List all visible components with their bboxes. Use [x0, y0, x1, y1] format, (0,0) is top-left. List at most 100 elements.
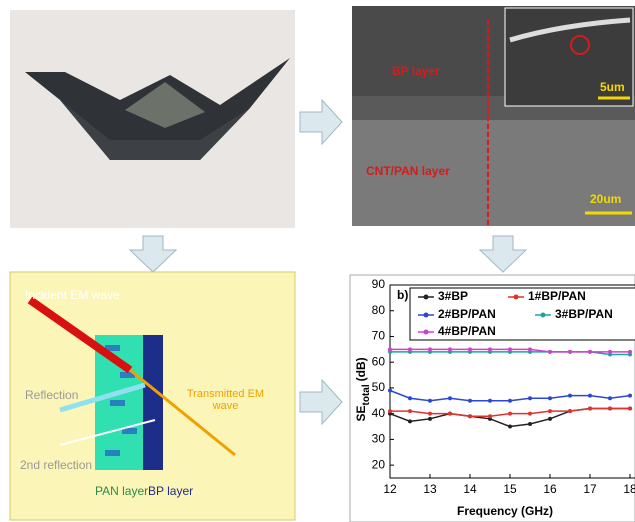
legend-marker — [540, 312, 546, 318]
point — [528, 396, 532, 401]
point — [488, 347, 492, 352]
diagram-label: PAN layer — [95, 484, 148, 498]
y-tick-label: 30 — [372, 432, 386, 446]
point — [408, 347, 412, 352]
scale-label: 20um — [590, 192, 621, 206]
point — [428, 347, 432, 352]
reflected-ray — [59, 382, 146, 413]
x-tick-label: 14 — [463, 482, 477, 496]
plot-area — [389, 284, 635, 479]
diagram-label: 2nd reflection — [20, 458, 92, 472]
diagram-label: Incident EM wave — [25, 288, 120, 302]
point — [568, 393, 572, 398]
x-tick-label: 12 — [383, 482, 397, 496]
chart: 20 30 40 50 60 70 80 90 12 13 14 15 16 17 18 Frequency … — [354, 277, 635, 518]
panel-label: b) — [397, 288, 408, 302]
point — [548, 409, 552, 414]
boat-hull — [60, 100, 250, 160]
point — [528, 421, 532, 426]
point — [628, 349, 632, 354]
x-tick-label: 15 — [503, 482, 517, 496]
y-tick-label: 70 — [372, 329, 386, 343]
point — [468, 414, 472, 419]
incident-ray — [27, 296, 133, 374]
point — [448, 396, 452, 401]
x-tick-label: 18 — [623, 482, 635, 496]
legend-marker — [423, 329, 429, 335]
arrows — [128, 98, 528, 426]
sem-label: CNT/PAN layer — [366, 164, 450, 178]
legend-label: 3#BP/PAN — [555, 307, 613, 321]
filler — [110, 400, 125, 406]
y-label-unit: (dB) — [354, 357, 368, 381]
filler — [105, 345, 120, 351]
point — [408, 409, 412, 414]
transmitted-ray — [129, 368, 236, 457]
point — [628, 393, 632, 398]
point — [388, 409, 392, 414]
point — [508, 398, 512, 403]
legend-marker — [423, 294, 429, 300]
point — [488, 414, 492, 419]
y-label-main: SE — [354, 405, 368, 421]
y-tick-label: 50 — [372, 380, 386, 394]
point — [428, 416, 432, 421]
point — [388, 347, 392, 352]
y-tick-label: 80 — [372, 303, 386, 317]
sem-label: BP layer — [392, 64, 440, 78]
legend-marker — [423, 312, 429, 318]
legend-label: 4#BP/PAN — [438, 324, 496, 338]
point — [448, 411, 452, 416]
point — [628, 406, 632, 411]
point — [548, 396, 552, 401]
point — [508, 347, 512, 352]
point — [508, 411, 512, 416]
boat-sail — [125, 82, 205, 128]
bp-layer — [143, 335, 163, 470]
point — [588, 406, 592, 411]
point — [548, 349, 552, 354]
diagram-label: BP layer — [148, 484, 193, 498]
arrow — [128, 235, 178, 273]
point — [428, 411, 432, 416]
legend-marker — [513, 294, 519, 300]
diagram-label-box: Transmitted EM wave — [186, 388, 265, 412]
fillers — [105, 345, 137, 456]
y-axis-label: SEtotal (dB) — [354, 357, 371, 421]
y-tick-label: 60 — [372, 354, 386, 368]
filler — [105, 450, 120, 456]
point — [568, 349, 572, 354]
inset-circle — [570, 35, 590, 55]
point — [608, 396, 612, 401]
point — [408, 419, 412, 424]
point — [588, 349, 592, 354]
diagram-label: Transmitted EM wave — [186, 388, 265, 412]
second-ray — [59, 419, 156, 446]
point — [488, 398, 492, 403]
point — [548, 416, 552, 421]
point — [528, 347, 532, 352]
x-axis-label: Frequency (GHz) — [457, 504, 553, 518]
point — [468, 398, 472, 403]
y-tick-label: 40 — [372, 406, 386, 420]
y-tick-label: 20 — [372, 457, 386, 471]
point — [528, 411, 532, 416]
point — [508, 424, 512, 429]
point — [608, 406, 612, 411]
scale-label: 5um — [600, 80, 625, 94]
legend-label: 3#BP — [438, 289, 468, 303]
point — [428, 398, 432, 403]
legend-label: 1#BP/PAN — [528, 289, 586, 303]
point — [468, 347, 472, 352]
point — [608, 349, 612, 354]
arrow — [299, 98, 343, 146]
point — [388, 388, 392, 393]
diagram-label: Reflection — [25, 388, 78, 402]
x-tick-label: 13 — [423, 482, 437, 496]
filler — [122, 428, 137, 434]
sem-bottom — [352, 120, 635, 226]
point — [408, 396, 412, 401]
x-tick-label: 17 — [583, 482, 597, 496]
